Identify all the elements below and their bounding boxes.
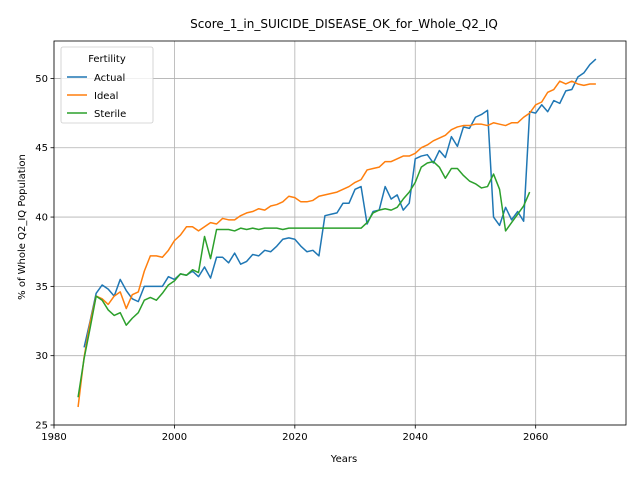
y-tick-label: 35 bbox=[35, 282, 48, 293]
x-tick-label: 2060 bbox=[523, 432, 548, 443]
plot-frame bbox=[53, 40, 627, 426]
legend: Fertility Actual Ideal Sterile bbox=[60, 46, 154, 124]
y-tick-label: 45 bbox=[35, 143, 48, 154]
y-axis-label: % of Whole Q2_IQ Population bbox=[17, 154, 28, 300]
series-lines bbox=[77, 58, 597, 408]
x-tick-label: 2020 bbox=[282, 432, 307, 443]
legend-title: Fertility bbox=[88, 54, 126, 65]
y-tick-label: 40 bbox=[35, 213, 48, 224]
y-tick-label: 30 bbox=[35, 351, 48, 362]
series-line-sterile bbox=[77, 160, 531, 398]
y-tick-label: 25 bbox=[35, 421, 48, 432]
chart-title: Score_1_in_SUICIDE_DISEASE_OK_for_Whole_… bbox=[190, 17, 498, 31]
legend-label-sterile: Sterile bbox=[94, 109, 126, 120]
x-tick-label: 2040 bbox=[403, 432, 428, 443]
x-tick-label: 2000 bbox=[162, 432, 187, 443]
legend-box bbox=[60, 46, 154, 124]
legend-label-actual: Actual bbox=[94, 73, 125, 84]
series-line-actual bbox=[83, 58, 597, 348]
axis-ticks: 1980 2000 2020 2040 2060 25 30 35 40 45 50 bbox=[35, 74, 548, 443]
y-tick-label: 50 bbox=[35, 74, 48, 85]
series-line-ideal bbox=[77, 80, 596, 408]
x-axis-label: Years bbox=[330, 454, 357, 465]
plot-border bbox=[53, 40, 627, 426]
legend-label-ideal: Ideal bbox=[94, 91, 118, 102]
x-tick-label: 1980 bbox=[41, 432, 66, 443]
